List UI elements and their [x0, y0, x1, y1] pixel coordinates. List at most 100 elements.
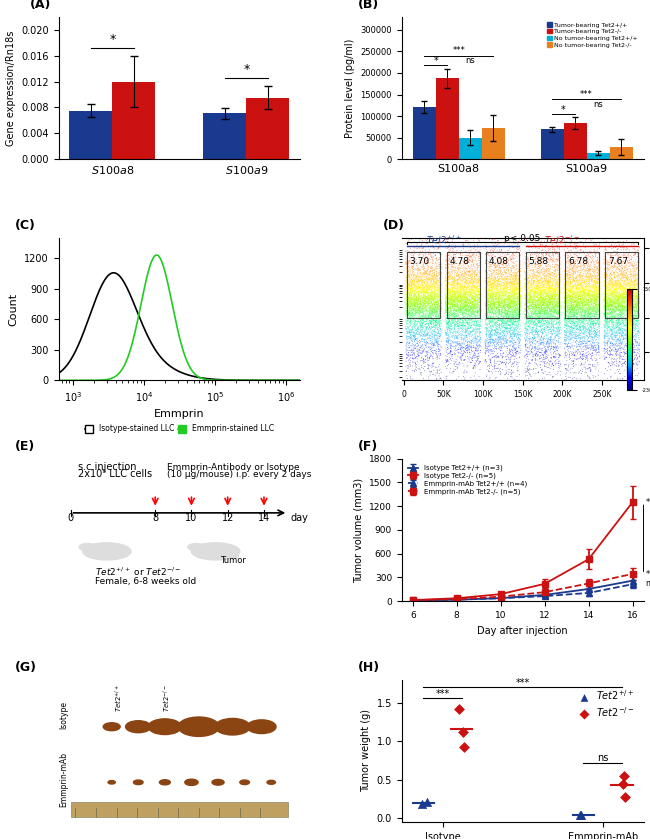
Point	[484, 263, 495, 277]
Point	[481, 232, 491, 246]
Point	[583, 300, 593, 314]
Point	[426, 268, 437, 282]
Point	[450, 307, 460, 320]
Point	[562, 296, 572, 310]
Point	[606, 272, 616, 285]
Point	[409, 346, 419, 359]
Point	[471, 298, 482, 311]
Point	[566, 341, 576, 355]
Point	[482, 294, 493, 307]
Point	[461, 269, 471, 283]
Point	[406, 284, 417, 298]
Point	[541, 378, 552, 392]
Point	[426, 307, 436, 320]
Point	[495, 326, 505, 340]
Point	[591, 328, 601, 341]
Point	[488, 258, 498, 271]
Point	[454, 268, 465, 281]
Point	[405, 297, 415, 310]
Point	[614, 287, 625, 300]
Point	[603, 287, 613, 300]
Point	[475, 268, 486, 281]
Point	[432, 349, 443, 362]
Point	[404, 286, 414, 300]
Point	[421, 320, 432, 334]
Point	[406, 339, 417, 352]
Point	[578, 312, 588, 326]
Point	[528, 274, 539, 288]
Point	[614, 300, 625, 313]
Point	[508, 234, 519, 248]
Point	[548, 255, 558, 268]
Point	[600, 280, 610, 294]
Point	[629, 283, 639, 296]
Point	[632, 290, 643, 304]
Point	[582, 330, 592, 343]
Point	[620, 311, 630, 325]
Point	[463, 292, 474, 305]
Point	[484, 289, 495, 303]
Point	[564, 289, 575, 303]
Point	[604, 273, 614, 286]
Point	[489, 282, 500, 295]
Point	[630, 274, 640, 288]
Point	[546, 266, 556, 279]
Point	[547, 279, 558, 292]
Point	[531, 289, 541, 303]
Point	[545, 288, 555, 301]
Point	[482, 307, 493, 320]
Point	[594, 315, 604, 328]
Point	[441, 300, 451, 314]
Point	[581, 287, 592, 300]
Point	[590, 287, 600, 300]
Point	[484, 298, 494, 311]
Point	[590, 294, 600, 307]
Point	[519, 292, 530, 305]
Point	[504, 301, 514, 315]
Point	[469, 274, 479, 288]
Point	[606, 278, 617, 291]
Point	[535, 268, 545, 281]
Point	[462, 268, 473, 281]
Point	[403, 294, 413, 308]
Point	[486, 289, 497, 302]
Point	[404, 294, 414, 307]
Point	[616, 279, 627, 292]
Point	[493, 289, 504, 303]
Point	[539, 330, 549, 343]
Point	[593, 346, 603, 359]
Point	[534, 298, 544, 311]
Point	[429, 291, 439, 305]
Point	[616, 279, 626, 293]
Point	[460, 267, 470, 280]
Point	[426, 284, 437, 297]
Point	[494, 330, 504, 343]
Point	[534, 306, 544, 320]
Point	[465, 294, 475, 307]
Point	[499, 317, 509, 331]
Point	[426, 298, 437, 311]
Point	[610, 294, 621, 307]
Point	[602, 285, 612, 299]
Point	[629, 347, 639, 360]
Point	[431, 329, 441, 342]
Point	[415, 289, 425, 303]
Point	[471, 305, 482, 318]
Point	[510, 271, 520, 284]
Point	[604, 300, 614, 314]
Point	[468, 292, 478, 305]
Point	[633, 244, 644, 258]
Point	[459, 317, 469, 331]
Point	[618, 353, 628, 367]
Point	[427, 267, 437, 280]
Point	[617, 289, 627, 303]
Point	[536, 252, 547, 265]
Point	[514, 264, 524, 278]
Point	[506, 274, 517, 288]
Point	[566, 297, 577, 310]
Point	[583, 296, 593, 310]
Point	[522, 362, 532, 376]
Point	[608, 303, 619, 316]
Point	[542, 314, 552, 327]
Point	[474, 229, 485, 242]
